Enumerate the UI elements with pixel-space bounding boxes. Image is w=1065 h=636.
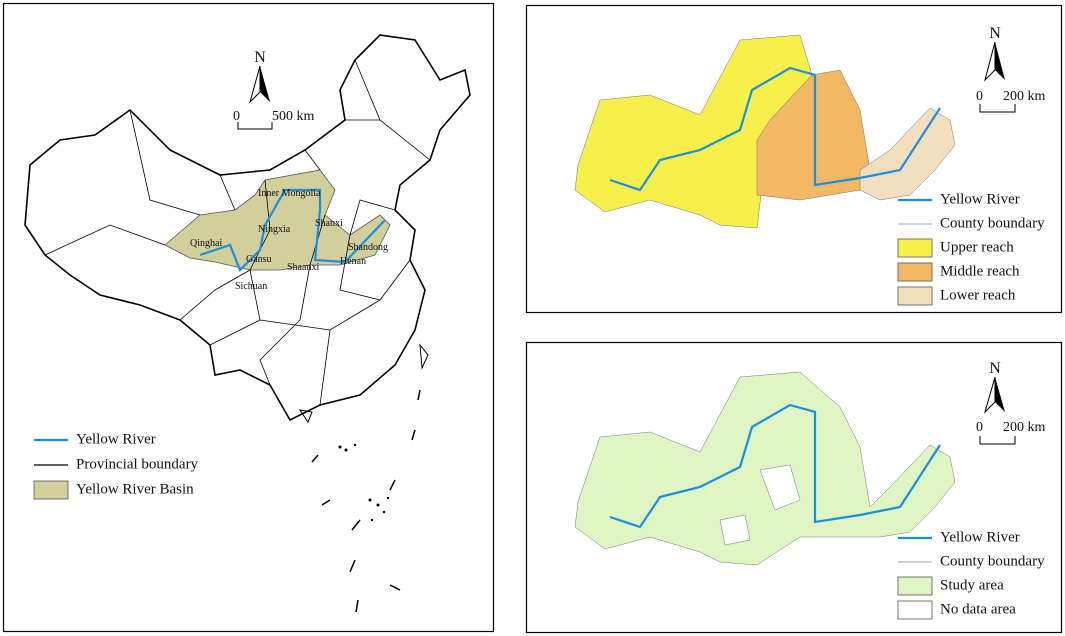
island	[298, 409, 313, 424]
legend-label: Yellow River	[940, 529, 1020, 545]
panel-frame	[2, 2, 495, 633]
north-arrow: N	[249, 49, 270, 104]
legend-label: Yellow River	[940, 191, 1020, 207]
island	[419, 343, 429, 370]
islands	[338, 443, 390, 522]
legend-swatch	[897, 262, 933, 282]
north-arrow: N	[984, 25, 1005, 82]
legend-label: No data area	[940, 601, 1016, 617]
scale-label: 200 km	[1003, 420, 1046, 435]
south-sea-dashes	[311, 389, 421, 613]
province-label: Inner Mongolia	[258, 188, 321, 199]
legend-label: Lower reach	[940, 287, 1016, 303]
province-label: Shandong	[348, 242, 388, 253]
province-label: Shanxi	[315, 218, 343, 229]
china-map	[24, 34, 471, 613]
scale-label: 200 km	[1003, 89, 1046, 104]
legend-label: Yellow River	[76, 431, 156, 447]
scale-bar	[237, 104, 1016, 445]
legend-swatch	[897, 238, 933, 258]
reach-map	[574, 34, 956, 229]
study-area	[574, 371, 956, 566]
legend-label: Yellow River Basin	[76, 481, 194, 497]
legend-label: County boundary	[940, 553, 1045, 569]
north-label: N	[989, 25, 1001, 42]
yellow-river	[609, 66, 941, 192]
legend-label: County boundary	[940, 215, 1045, 231]
province-label: Shaanxi	[287, 262, 319, 273]
province-label: Henan	[340, 256, 366, 267]
study-map	[574, 371, 956, 566]
panel-frame	[525, 341, 1063, 634]
no-data-area	[719, 464, 801, 546]
yellow-river	[609, 403, 941, 529]
north-label: N	[989, 360, 1001, 377]
provincial-boundaries	[44, 59, 431, 406]
legend-label: Study area	[940, 577, 1004, 593]
province-labels: Inner Mongolia Ningxia Shanxi Shandong Q…	[190, 188, 388, 292]
north-arrow: N	[983, 360, 1005, 414]
legend-label: Upper reach	[940, 239, 1014, 255]
legend-swatch	[897, 576, 933, 596]
province-label: Sichuan	[235, 281, 267, 292]
legend-swatch	[33, 480, 69, 500]
legend-swatch	[897, 286, 933, 306]
yellow-river	[199, 188, 386, 272]
scale-label: 0	[233, 109, 240, 124]
panel-frame	[525, 4, 1063, 314]
legend-label: Provincial boundary	[76, 456, 199, 472]
scale-label: 0	[976, 89, 983, 104]
province-label: Qinghai	[190, 238, 222, 249]
province-label: Ningxia	[258, 224, 291, 235]
legend-swatch	[897, 600, 933, 620]
scale-label: 0	[976, 420, 983, 435]
lower-reach	[859, 107, 956, 201]
province-label: Gansu	[246, 254, 272, 265]
scale-label: 500 km	[272, 109, 315, 124]
north-label: N	[254, 49, 266, 66]
legend-label: Middle reach	[940, 263, 1020, 279]
